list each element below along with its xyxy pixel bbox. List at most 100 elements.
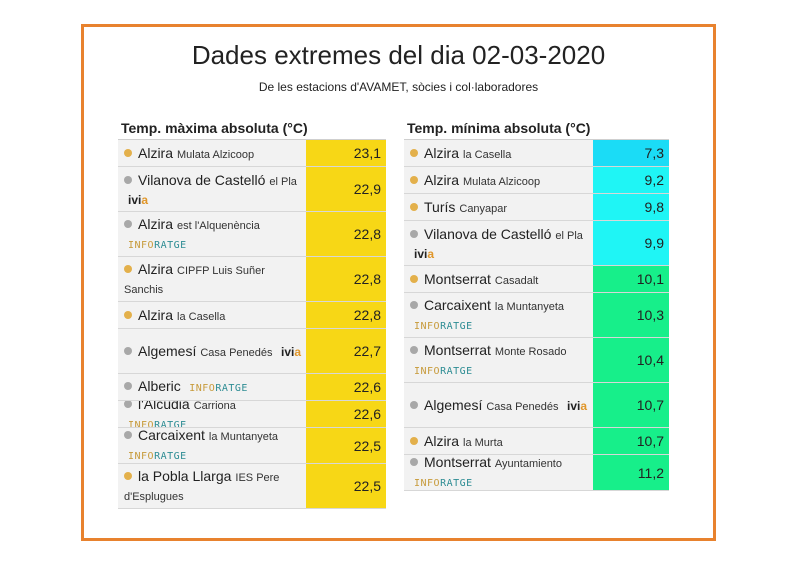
network-logo-inforatge: INFORATGE [414, 478, 473, 489]
station-dot-icon [124, 382, 132, 390]
temperature-value: 7,3 [593, 140, 669, 166]
station-label: Carcaixent la Muntanyeta INFORATGE [124, 428, 302, 463]
station-detail: Casa Penedés [200, 346, 273, 359]
station-name: Alzira [424, 144, 460, 161]
station-label: Vilanova de Castelló el Pla ivia [124, 171, 302, 209]
station-cell: Alzira est l'Alquenència INFORATGE [118, 212, 306, 256]
temperature-value: 22,8 [306, 257, 386, 301]
network-logo-part: a [580, 398, 588, 413]
temperature-value: 10,4 [593, 338, 669, 382]
max-temp-rows: Alzira Mulata Alzicoop 23,1 Vilanova de Cas… [118, 139, 386, 509]
table-row: la Pobla Llarga IES Pere d'Esplugues 22,5 [118, 464, 386, 509]
station-dot-icon [124, 346, 132, 355]
station-dot-icon [124, 401, 132, 408]
station-label: l'Alcúdia Carriona INFORATGE [124, 401, 302, 427]
station-dot-icon [124, 219, 132, 228]
station-cell: Carcaixent la Muntanyeta INFORATGE [404, 293, 593, 337]
temperature-value: 11,2 [593, 455, 669, 490]
station-label: Turís Canyapar [410, 198, 507, 218]
station-dot-icon [410, 345, 418, 354]
table-row: Montserrat Casadalt 10,1 [404, 266, 669, 293]
station-name: Carcaixent [424, 296, 491, 313]
station-detail: Casa Penedés [486, 400, 559, 413]
min-temp-heading: Temp. mínima absoluta (°C) [407, 120, 591, 136]
station-label: Alzira la Casella [124, 306, 225, 326]
network-logo-inforatge: INFORATGE [414, 321, 473, 332]
station-name: Vilanova de Castelló [424, 225, 552, 242]
station-name: Alzira [138, 215, 174, 232]
station-name: Montserrat [424, 455, 491, 470]
station-detail: Ayuntamiento [494, 458, 562, 470]
station-label: Montserrat Monte Rosado INFORATGE [410, 341, 589, 381]
network-logo-inforatge: INFORATGE [189, 383, 248, 394]
table-row: Alzira CIPFP Luis Suñer Sanchis 22,8 [118, 257, 386, 302]
station-cell: Algemesí Casa Penedés ivia [404, 383, 593, 427]
station-dot-icon [410, 400, 418, 409]
station-detail: la Muntanyeta [208, 431, 279, 443]
station-name: Alzira [424, 171, 460, 188]
station-cell: Alzira la Casella [404, 140, 593, 166]
station-detail: la Murta [463, 436, 503, 449]
min-temp-rows: Alzira la Casella 7,3 Alzira Mulata Alzicoop… [404, 139, 669, 491]
station-cell: Montserrat Casadalt [404, 266, 593, 292]
station-name: l'Alcúdia [138, 401, 190, 412]
table-row: Alzira est l'Alquenència INFORATGE 22,8 [118, 212, 386, 257]
station-name: Algemesí [424, 396, 483, 413]
station-detail: Mulata Alzicoop [463, 175, 541, 188]
station-detail: el Pla [269, 175, 297, 188]
station-dot-icon [410, 436, 418, 445]
station-label: Algemesí Casa Penedés ivia [410, 396, 587, 416]
temperature-value: 22,8 [306, 212, 386, 256]
station-name: Montserrat [424, 270, 491, 287]
temperature-value: 10,1 [593, 266, 669, 292]
station-label: Alzira Mulata Alzicoop [410, 171, 540, 191]
network-logo-part: ivi [128, 192, 142, 207]
station-name: Alzira [138, 261, 174, 277]
station-detail: la Casella [177, 310, 226, 323]
station-detail: est l'Alquenència [177, 219, 260, 232]
report-frame: Dades extremes del dia 02-03-2020 De les… [81, 24, 716, 541]
station-detail: Canyapar [459, 202, 508, 215]
network-logo-ivia: ivia [567, 399, 587, 413]
temperature-value: 23,1 [306, 140, 386, 166]
temperature-value: 22,9 [306, 167, 386, 211]
station-dot-icon [410, 458, 418, 466]
network-logo-ivia: ivia [128, 193, 148, 207]
station-name: Alzira [424, 432, 460, 449]
station-detail: Monte Rosado [494, 345, 567, 358]
station-detail: CIPFP Luis Suñer Sanchis [124, 265, 265, 296]
network-logo-ivia: ivia [281, 345, 301, 359]
station-dot-icon [410, 148, 418, 157]
station-detail: la Muntanyeta [494, 300, 565, 313]
station-label: Alzira Mulata Alzicoop [124, 144, 254, 164]
table-row: Alzira la Casella 7,3 [404, 140, 669, 167]
network-logo-part: INFO [414, 478, 441, 489]
station-label: la Pobla Llarga IES Pere d'Esplugues [124, 467, 302, 506]
station-detail: Mulata Alzicoop [177, 148, 255, 161]
table-row: Algemesí Casa Penedés ivia 10,7 [404, 383, 669, 428]
station-cell: Alzira la Casella [118, 302, 306, 328]
station-label: Montserrat Ayuntamiento INFORATGE [410, 455, 589, 490]
temperature-value: 22,5 [306, 428, 386, 463]
temperature-value: 10,7 [593, 428, 669, 454]
network-logo-part: INFO [414, 320, 441, 332]
temperature-value: 9,9 [593, 221, 669, 265]
network-logo-part: RATGE [154, 451, 187, 462]
station-name: Algemesí [138, 342, 197, 359]
station-dot-icon [410, 274, 418, 283]
station-dot-icon [410, 175, 418, 184]
station-dot-icon [410, 300, 418, 309]
network-logo-part: RATGE [215, 383, 248, 394]
station-dot-icon [124, 310, 132, 319]
station-cell: la Pobla Llarga IES Pere d'Esplugues [118, 464, 306, 508]
station-cell: Vilanova de Castelló el Pla ivia [404, 221, 593, 265]
station-cell: Turís Canyapar [404, 194, 593, 220]
station-name: Turís [424, 198, 456, 215]
station-cell: Alzira la Murta [404, 428, 593, 454]
station-cell: Vilanova de Castelló el Pla ivia [118, 167, 306, 211]
network-logo-part: a [141, 192, 149, 207]
network-logo-inforatge: INFORATGE [128, 451, 187, 462]
station-cell: Alzira Mulata Alzicoop [404, 167, 593, 193]
table-row: Montserrat Monte Rosado INFORATGE 10,4 [404, 338, 669, 383]
network-logo-part: RATGE [440, 365, 473, 377]
